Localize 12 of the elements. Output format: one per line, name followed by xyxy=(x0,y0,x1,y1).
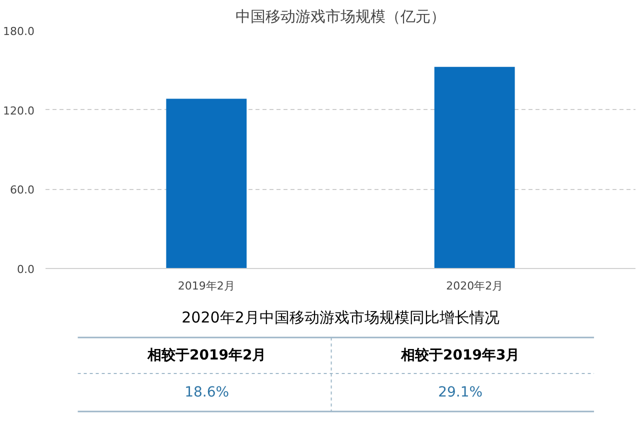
text: 相较于2019年3月 xyxy=(400,348,520,364)
text: 18.6% xyxy=(184,384,230,400)
text: 2020年2月中国移动游戏市场规模同比增长情况 xyxy=(182,308,500,326)
y-tick-label: 180.0 xyxy=(3,25,35,38)
text: 29.1% xyxy=(438,384,483,400)
y-tick-label: 0.0 xyxy=(17,263,35,276)
x-tick-label: 2020年2月 xyxy=(446,280,504,292)
y-tick-label: 60.0 xyxy=(10,184,35,197)
y-tick-label: 120.0 xyxy=(3,104,35,118)
chart-title: 中国移动游戏市场规模（亿元） xyxy=(236,8,446,26)
text: 相较于2019年2月 xyxy=(146,348,266,364)
x-tick-label: 2019年2月 xyxy=(178,280,235,292)
